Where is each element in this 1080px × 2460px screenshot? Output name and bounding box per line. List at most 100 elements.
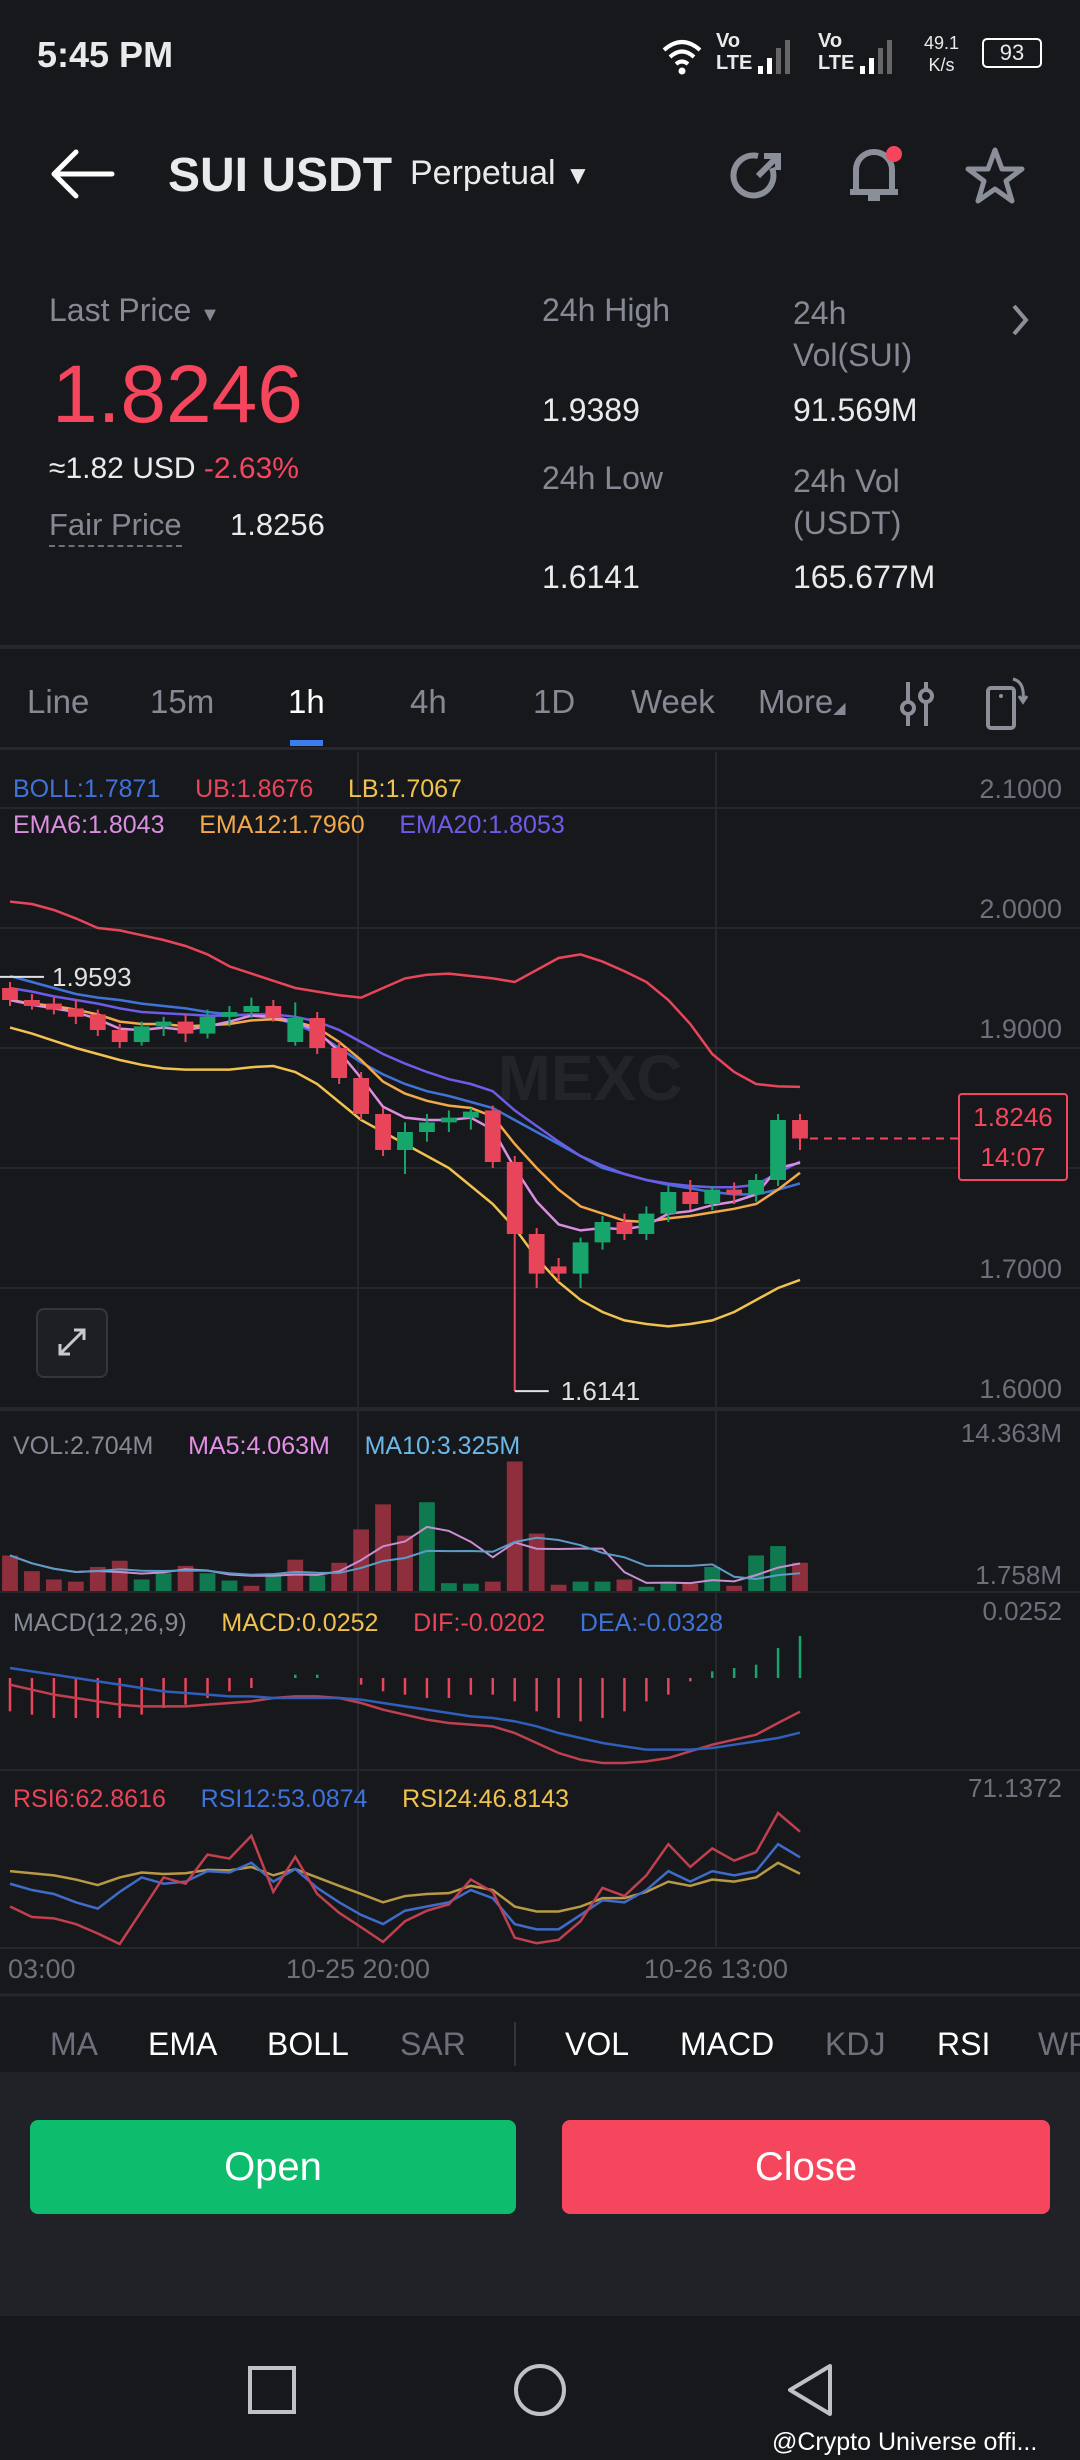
- volume-bar: [199, 1573, 216, 1591]
- wifi-icon: [662, 40, 702, 75]
- low-value: 1.6141: [542, 559, 640, 595]
- candle-up: [287, 1018, 304, 1042]
- candle-up: [199, 1016, 216, 1034]
- candle-down: [67, 1008, 84, 1017]
- indicator-tab-vol[interactable]: VOL: [565, 2026, 630, 2062]
- tab-1d[interactable]: 1D: [533, 683, 576, 720]
- rsi-legend: RSI6:62.8616 RSI12:53.0874 RSI24:46.8143: [13, 1785, 569, 1814]
- expand-icon: [58, 1328, 86, 1356]
- fair-price-label[interactable]: Fair Price: [49, 507, 182, 547]
- candle-up: [660, 1192, 677, 1214]
- volume-bar: [550, 1584, 567, 1591]
- tab-more-label: More: [758, 683, 834, 720]
- volume-bar: [177, 1565, 194, 1591]
- battery-level: 93: [999, 40, 1025, 65]
- tab-15m[interactable]: 15m: [150, 683, 215, 720]
- price-change: -2.63%: [203, 452, 299, 485]
- candle-up: [594, 1222, 611, 1243]
- chevron-right-icon[interactable]: [1008, 302, 1032, 338]
- indicator-settings-icon[interactable]: [898, 680, 938, 728]
- signal-1-icon: [758, 40, 790, 74]
- candle-down: [2, 988, 18, 1000]
- volume-bar: [309, 1575, 326, 1591]
- volume-bar: [704, 1566, 721, 1591]
- indicator-tab-kdj[interactable]: KDJ: [825, 2026, 886, 2062]
- price-axis-label: 2.0000: [979, 894, 1062, 924]
- close-button[interactable]: Close: [562, 2120, 1050, 2214]
- open-button[interactable]: Open: [30, 2120, 516, 2214]
- divider: [0, 645, 1080, 649]
- candle-down: [726, 1189, 743, 1195]
- volume-bar: [506, 1461, 523, 1591]
- volume-bar: [748, 1555, 765, 1591]
- high-value: 1.9389: [542, 392, 640, 428]
- tab-line[interactable]: Line: [27, 683, 90, 720]
- mexc-watermark: MEXC: [498, 1042, 683, 1114]
- vol-usdt-label-2: (USDT): [793, 505, 902, 541]
- candle-up: [155, 1021, 172, 1027]
- credit-watermark: @Crypto Universe offi...: [772, 2428, 1038, 2456]
- legend-vol: VOL:2.704M: [13, 1432, 154, 1460]
- last-price-label: Last Price: [49, 292, 192, 328]
- rotate-screen-icon[interactable]: [985, 676, 1029, 732]
- star-icon[interactable]: [964, 146, 1026, 206]
- candle-down: [177, 1021, 194, 1034]
- tab-1h[interactable]: 1h: [288, 683, 325, 720]
- pair-title[interactable]: SUI USDT: [168, 149, 393, 202]
- tab-week[interactable]: Week: [631, 683, 715, 720]
- legend-rsi24: RSI24:46.8143: [402, 1785, 569, 1813]
- indicator-tab-ma[interactable]: MA: [50, 2026, 98, 2062]
- legend-dif: DIF:-0.0202: [413, 1609, 546, 1637]
- back-nav-icon[interactable]: [784, 2362, 836, 2418]
- indicator-tab-macd[interactable]: MACD: [680, 2026, 775, 2062]
- tab-4h[interactable]: 4h: [410, 683, 447, 720]
- volume-bar: [67, 1581, 84, 1591]
- candle-countdown: 14:07: [980, 1142, 1046, 1172]
- price-axis-label: 1.7000: [979, 1254, 1062, 1284]
- time-axis-label: 10-25 20:00: [286, 1954, 430, 1984]
- candle-down: [45, 1003, 62, 1010]
- contract-type-dropdown[interactable]: Perpetual ▼: [410, 154, 591, 193]
- dif-line: [9, 1683, 801, 1765]
- volume-bar: [45, 1579, 62, 1591]
- candle-down: [616, 1222, 633, 1234]
- volume-bar: [572, 1581, 589, 1591]
- volume-axis-max: 14.363M: [961, 1418, 1062, 1448]
- expand-chart-button[interactable]: [36, 1308, 108, 1378]
- volume-bar: [726, 1585, 743, 1591]
- indicator-tab-sar[interactable]: SAR: [400, 2026, 466, 2062]
- usd-value: ≈1.82 USD -2.63%: [49, 452, 299, 486]
- indicator-tab-ema[interactable]: EMA: [148, 2026, 218, 2062]
- recent-apps-icon[interactable]: [246, 2364, 298, 2416]
- tab-more[interactable]: More◢: [758, 683, 846, 721]
- candle-down: [484, 1110, 501, 1162]
- volume-bar: [24, 1571, 40, 1591]
- volume-bar: [111, 1560, 128, 1591]
- legend-boll: BOLL:1.7871: [13, 775, 161, 803]
- low-marker-label: 1.6141: [561, 1376, 641, 1406]
- bell-icon[interactable]: [846, 142, 906, 206]
- boll-legend: BOLL:1.7871 UB:1.8676 LB:1.7067: [13, 775, 462, 804]
- candle-down: [375, 1114, 391, 1150]
- home-icon[interactable]: [512, 2362, 568, 2418]
- candle-down: [89, 1014, 106, 1030]
- fair-price: 1.8256: [230, 507, 325, 542]
- kline-chart[interactable]: 2.1000 2.0000 1.9000 1.7000 1.6000 MEXC 1.9593…: [0, 0, 1080, 2000]
- volume-ma10-line: [9, 1536, 801, 1580]
- candle-down: [528, 1234, 545, 1274]
- indicator-tab-boll[interactable]: BOLL: [267, 2026, 349, 2062]
- candle-down: [550, 1266, 567, 1274]
- volume-bar: [133, 1579, 150, 1591]
- indicator-tab-wr[interactable]: WR: [1038, 2026, 1080, 2062]
- candle-up: [243, 1006, 260, 1012]
- last-price-dropdown[interactable]: Last Price ▼: [49, 292, 220, 329]
- last-price: 1.8246: [52, 349, 303, 440]
- legend-ema12: EMA12:1.7960: [199, 811, 365, 839]
- volume-ma5-line: [9, 1525, 801, 1585]
- refresh-icon[interactable]: [728, 146, 784, 204]
- vol-sui-label-1: 24h: [793, 295, 847, 331]
- macd-legend: MACD(12,26,9) MACD:0.0252 DIF:-0.0202 DE…: [13, 1609, 723, 1638]
- indicator-tab-rsi[interactable]: RSI: [937, 2026, 991, 2062]
- back-arrow-icon[interactable]: [50, 148, 116, 200]
- candle-up: [397, 1132, 413, 1150]
